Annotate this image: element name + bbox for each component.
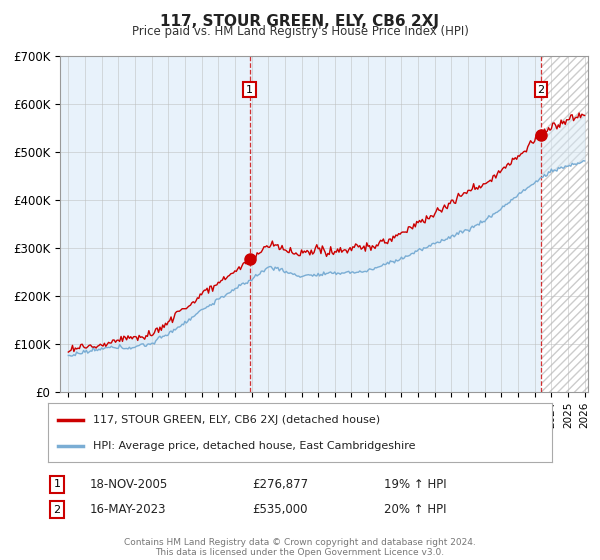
Text: 18-NOV-2005: 18-NOV-2005 [90, 478, 168, 491]
Text: Price paid vs. HM Land Registry's House Price Index (HPI): Price paid vs. HM Land Registry's House … [131, 25, 469, 38]
Text: 2: 2 [538, 85, 544, 95]
Text: 2: 2 [53, 505, 61, 515]
Text: Contains HM Land Registry data © Crown copyright and database right 2024.
This d: Contains HM Land Registry data © Crown c… [124, 538, 476, 557]
Bar [541, 56, 600, 392]
Text: 1: 1 [246, 85, 253, 95]
Text: 20% ↑ HPI: 20% ↑ HPI [384, 503, 446, 516]
Text: 117, STOUR GREEN, ELY, CB6 2XJ: 117, STOUR GREEN, ELY, CB6 2XJ [161, 14, 439, 29]
Text: 16-MAY-2023: 16-MAY-2023 [90, 503, 167, 516]
Text: HPI: Average price, detached house, East Cambridgeshire: HPI: Average price, detached house, East… [94, 441, 416, 451]
Text: £276,877: £276,877 [252, 478, 308, 491]
Text: 1: 1 [53, 479, 61, 489]
Text: 19% ↑ HPI: 19% ↑ HPI [384, 478, 446, 491]
Text: 117, STOUR GREEN, ELY, CB6 2XJ (detached house): 117, STOUR GREEN, ELY, CB6 2XJ (detached… [94, 414, 380, 424]
Text: £535,000: £535,000 [252, 503, 308, 516]
